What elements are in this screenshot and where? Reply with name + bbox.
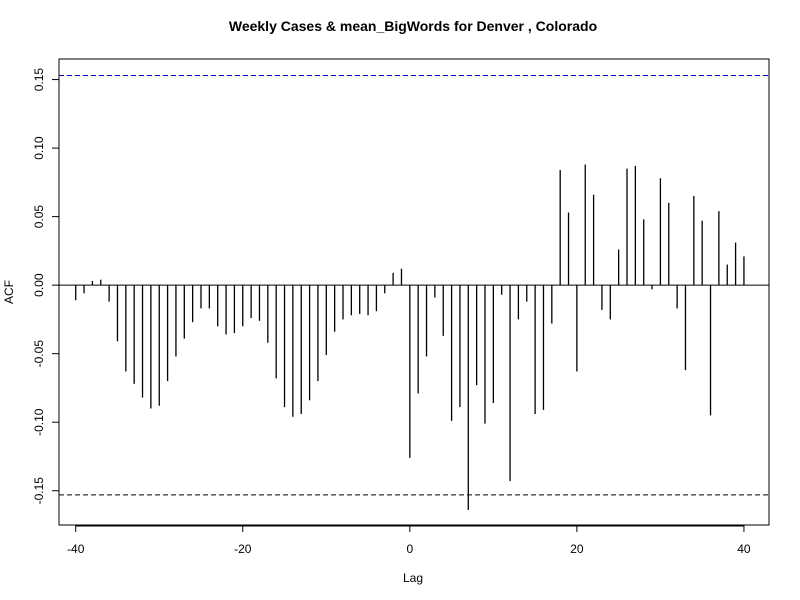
x-tick-label: 20 [570,542,584,556]
chart-title: Weekly Cases & mean_BigWords for Denver … [229,18,597,34]
plot-frame [58,58,770,526]
x-tick-label: -40 [67,542,85,556]
x-tick-label: -20 [234,542,252,556]
y-tick-label: 0.10 [32,136,46,160]
x-axis-label: Lag [403,571,423,585]
plot-area [59,74,769,510]
y-tick-label: -0.15 [32,477,46,505]
y-tick-label: -0.05 [32,340,46,368]
y-tick-label: 0.15 [32,68,46,92]
y-tick-label: 0.00 [32,273,46,297]
x-tick-label: 0 [406,542,413,556]
y-tick-label: 0.05 [32,205,46,229]
y-axis-label: ACF [2,280,16,304]
y-tick-label: -0.10 [32,408,46,436]
x-axis: -40 -20 0 20 40 [67,525,751,556]
y-axis: -0.15 -0.10 -0.05 0.00 0.05 0.10 0.15 [32,68,60,505]
x-tick-label: 40 [737,542,751,556]
